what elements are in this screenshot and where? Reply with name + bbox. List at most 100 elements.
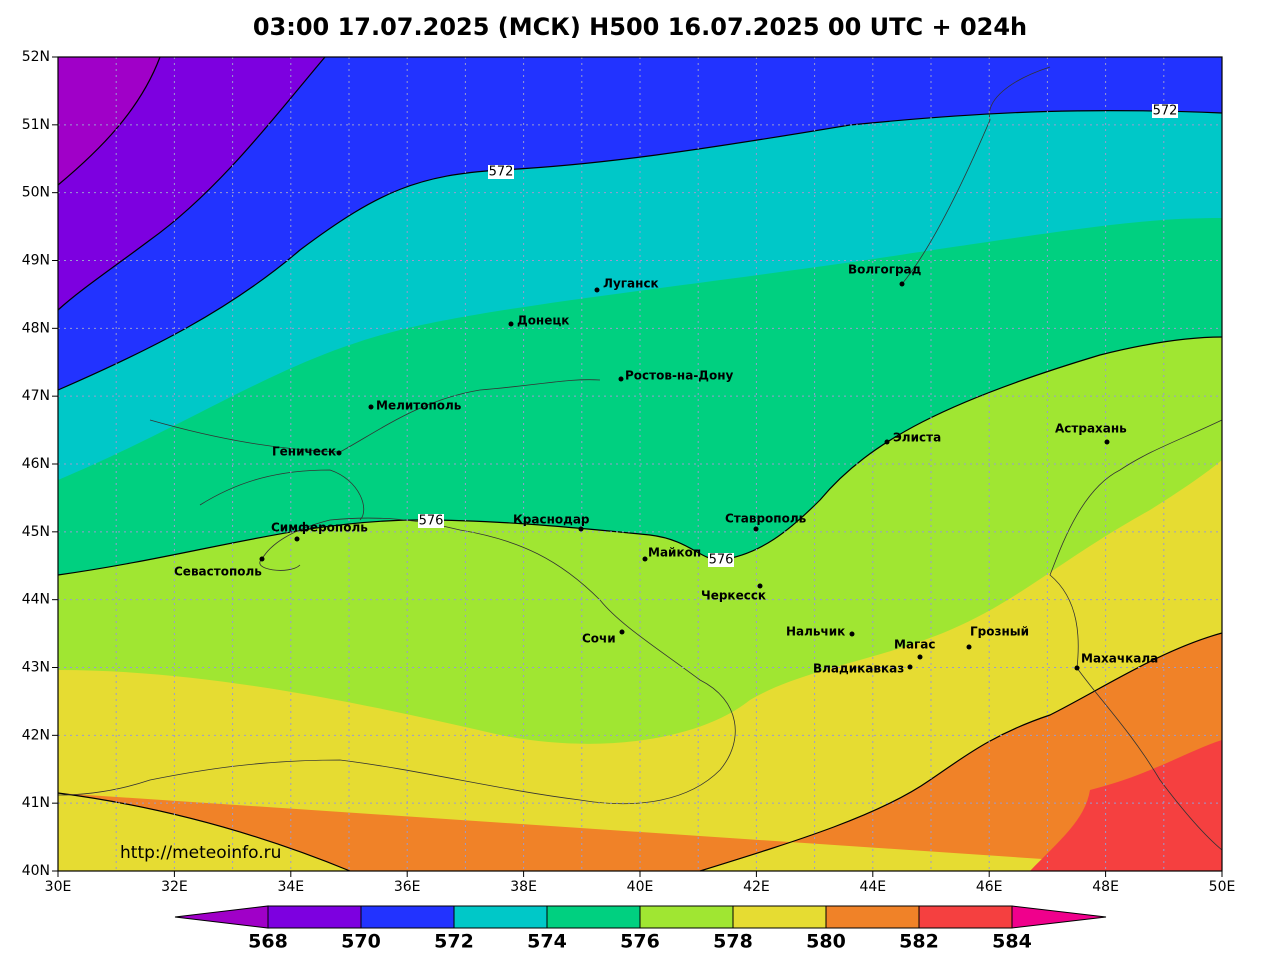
city-label: Мелитополь (376, 399, 462, 413)
city-dot (1074, 665, 1080, 671)
lat-label: 51N (22, 117, 50, 133)
coastline (57, 379, 736, 805)
lat-label: 46N (22, 456, 50, 472)
colorbar-tip-high (1011, 905, 1107, 929)
city-dot (578, 526, 584, 532)
city-dot (917, 654, 923, 660)
colorbar-tip-low (174, 905, 269, 929)
lon-label: 32E (161, 879, 188, 895)
lat-label: 43N (22, 660, 50, 676)
colorbar-label: 584 (992, 931, 1032, 953)
city-label: Симферополь (271, 521, 368, 535)
lon-label: 46E (976, 879, 1003, 895)
lat-label: 40N (22, 863, 50, 879)
contour-572 (57, 109, 1223, 391)
colorbar-box (267, 905, 362, 929)
city-label: Севастополь (174, 565, 262, 579)
city-label: Сочи (582, 632, 616, 646)
contour-label-bg (708, 553, 734, 567)
colorbar: 568 570 572 574 576 578 580 582 584 (174, 905, 1107, 953)
lon-label: 40E (627, 879, 654, 895)
coastline-east (901, 66, 1223, 851)
grid (58, 57, 1222, 871)
city-dot (907, 664, 913, 670)
lon-label: 30E (45, 879, 72, 895)
city-label: Майкоп (648, 546, 701, 560)
colorbar-box (360, 905, 455, 929)
colorbar-box (918, 905, 1013, 929)
lat-label: 52N (22, 49, 50, 65)
map-area: Луганск Донецк Волгоград Ростов-на-Дону Мели… (57, 56, 1223, 872)
city-label: Луганск (603, 277, 659, 291)
city-dot (294, 536, 300, 542)
contour-label: 576 (419, 514, 444, 529)
city-dot (594, 287, 600, 293)
colorbar-label: 580 (806, 931, 846, 953)
city-dot (618, 376, 624, 382)
source-url: http://meteoinfo.ru (120, 843, 281, 863)
contour-label-bg (418, 514, 444, 528)
city-dot (753, 526, 759, 532)
contour-label-bg (1152, 104, 1178, 118)
city-label: Ставрополь (725, 512, 807, 526)
city-dot (1104, 439, 1110, 445)
contour-568 (57, 56, 161, 186)
contour-580 (57, 632, 1223, 872)
city-dot (849, 631, 855, 637)
city-label: Астрахань (1055, 422, 1127, 436)
city-dot (884, 439, 890, 445)
band-568 (58, 57, 160, 185)
cities: Луганск Донецк Волгоград Ростов-на-Дону Мели… (174, 263, 1158, 676)
contour-570 (57, 56, 326, 311)
city-dot (899, 281, 905, 287)
lon-label: 50E (1209, 879, 1236, 895)
city-dot (619, 629, 625, 635)
colorbar-label: 568 (248, 931, 288, 953)
city-label: Магас (894, 638, 936, 652)
city-label: Донецк (517, 314, 569, 328)
colorbar-box (732, 905, 827, 929)
colorbar-label: 574 (527, 931, 567, 953)
lon-label: 36E (394, 879, 421, 895)
title: 03:00 17.07.2025 (МСК) H500 16.07.2025 0… (253, 13, 1027, 41)
lat-label: 41N (22, 795, 50, 811)
colorbar-box (639, 905, 734, 929)
lon-label: 34E (277, 879, 304, 895)
city-label: Ростов-на-Дону (625, 369, 734, 383)
band-582 (58, 633, 1222, 871)
band-584 (1030, 740, 1222, 871)
city-dot (966, 644, 972, 650)
city-dot (642, 556, 648, 562)
city-dot (259, 556, 265, 562)
city-label: Волгоград (848, 263, 922, 277)
lat-label: 47N (22, 388, 50, 404)
colorbar-label: 572 (434, 931, 474, 953)
colorbar-box (825, 905, 920, 929)
lat-label: 44N (22, 592, 50, 608)
axis-ticks: 52N51N50N49N48N47N46N45N44N43N42N41N40N3… (22, 49, 1236, 895)
colorbar-box (546, 905, 641, 929)
colorbar-label: 576 (620, 931, 660, 953)
city-label: Владикавказ (813, 662, 904, 676)
city-label: Краснодар (513, 513, 590, 527)
lon-label: 48E (1092, 879, 1119, 895)
band-580 (58, 460, 1222, 871)
colorbar-label: 570 (341, 931, 381, 953)
contour-label: 572 (489, 165, 514, 180)
contour-labels: 572 572 576 576 (418, 104, 1178, 568)
contour-label-bg (488, 165, 514, 179)
lon-label: 42E (743, 879, 770, 895)
city-dot (757, 583, 763, 589)
lat-label: 42N (22, 727, 50, 743)
city-label: Элиста (893, 431, 941, 445)
city-dot (508, 321, 514, 327)
city-label: Геническ (272, 445, 336, 459)
contour-label: 576 (709, 553, 734, 568)
city-label: Черкесск (701, 589, 766, 603)
city-label: Грозный (970, 625, 1029, 639)
city-label: Махачкала (1081, 652, 1158, 666)
contour-label: 572 (1153, 104, 1178, 119)
colorbar-box (453, 905, 548, 929)
city-label: Нальчик (786, 625, 845, 639)
